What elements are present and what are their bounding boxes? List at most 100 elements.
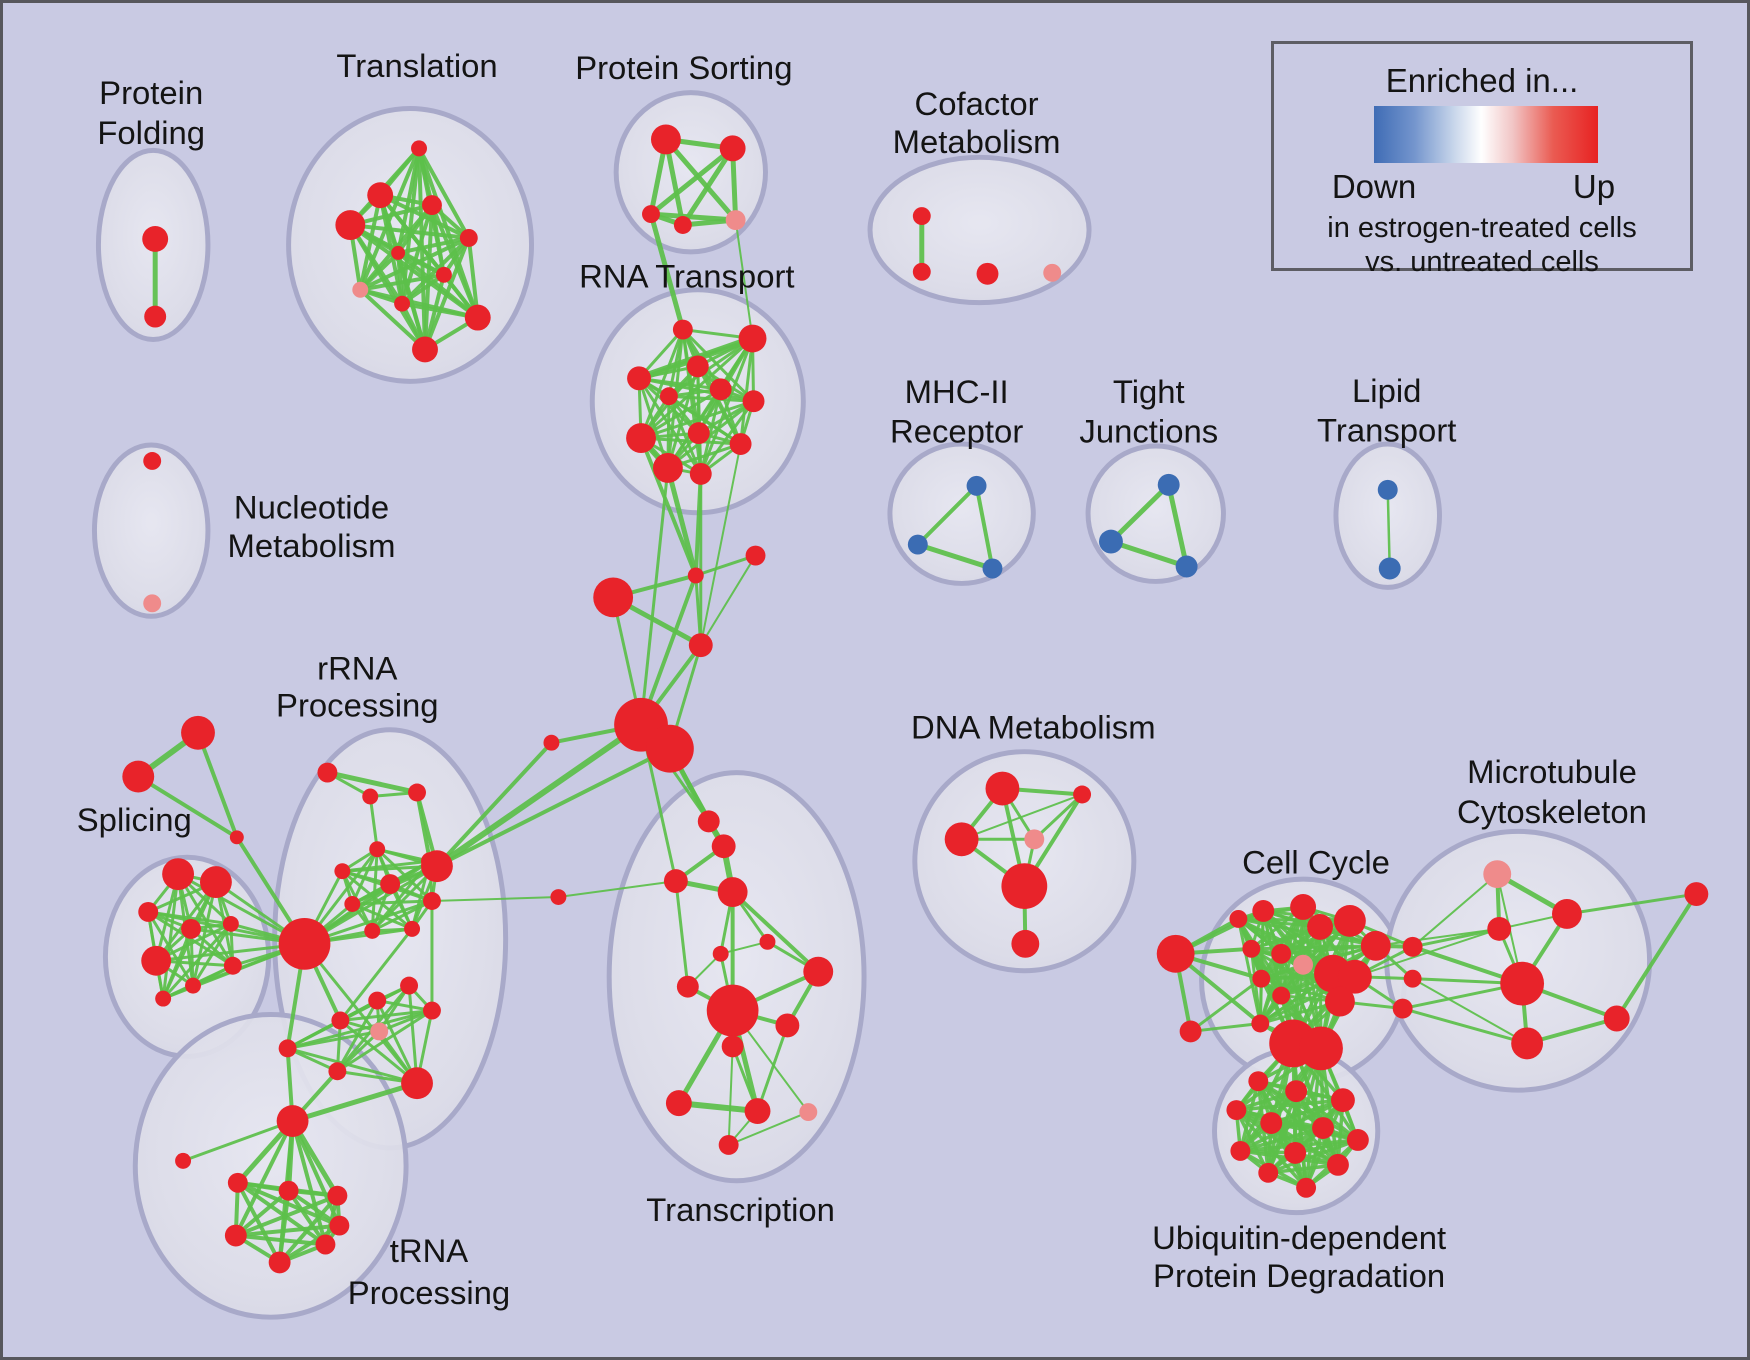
node-ccl — [1156, 934, 1195, 973]
node-cf3 — [976, 262, 999, 285]
nucleotide-metabolism-label: Nucleotide — [234, 488, 389, 525]
node-tr5 — [459, 228, 478, 247]
edge-ra-rf — [286, 1046, 339, 1073]
lipid-transport-label: Transport — [1317, 412, 1456, 449]
node-cc3 — [1290, 894, 1317, 920]
node-ps1 — [650, 124, 681, 155]
node-tnl — [175, 1152, 192, 1169]
node-tx7 — [803, 956, 834, 987]
legend-title: Enriched in... — [1385, 62, 1579, 99]
node-tb — [122, 760, 155, 793]
node-br2 — [687, 567, 704, 584]
node-rp — [370, 1022, 389, 1041]
edge-br6-rr10 — [434, 746, 672, 869]
node-rt2 — [738, 324, 767, 353]
edge-tn1-tn6 — [235, 1180, 282, 1265]
cluster-dna-metabolism — [912, 749, 1137, 974]
node-rr11 — [404, 920, 421, 937]
node-mc3 — [1500, 961, 1545, 1006]
node-nm2 — [143, 594, 162, 613]
edge-dm2-dm3 — [960, 793, 1084, 841]
node-rt9 — [687, 422, 710, 445]
edge-ra-rp — [286, 1029, 381, 1050]
node-mc2 — [1487, 916, 1512, 941]
edge-ps1-ps5 — [663, 136, 739, 223]
node-br8 — [550, 889, 567, 906]
edge-ub3-ub4 — [1234, 1098, 1345, 1112]
edge-hub-rg — [303, 942, 419, 1085]
node-re — [400, 976, 419, 995]
microtubule-cytoskeleton-label: Cytoskeleton — [1457, 793, 1647, 830]
legend-caption-line1: in estrogen-treated cells — [1327, 212, 1637, 244]
node-mc1 — [1552, 899, 1582, 929]
translation-label: Translation — [336, 47, 497, 84]
edge-br7-rr10 — [434, 740, 554, 869]
node-rt5 — [709, 378, 732, 401]
edge-rt6-rt7 — [667, 394, 756, 403]
edge-tr7-tr8 — [358, 272, 446, 292]
edge-tn1-tn5 — [235, 1180, 328, 1247]
node-br4 — [688, 633, 713, 658]
node-mh2 — [907, 534, 928, 555]
edge-rr5-rr8 — [350, 847, 379, 906]
node-tx11 — [721, 1035, 744, 1058]
node-nm1 — [143, 452, 162, 470]
tight-junctions-label: Junctions — [1079, 413, 1218, 450]
node-tr11 — [412, 336, 438, 363]
node-mc4 — [1511, 1027, 1544, 1060]
node-rt11 — [652, 453, 683, 483]
edge-rf-rp — [335, 1029, 381, 1073]
edge-cce1-mc2 — [1411, 927, 1501, 949]
microtubule-cytoskeleton-label: Microtubule — [1467, 753, 1637, 790]
edge-rr2-rr5 — [368, 794, 379, 851]
node-tj1 — [1157, 473, 1180, 496]
nucleotide-metabolism-label: Metabolism — [228, 527, 396, 564]
node-rt8 — [626, 423, 656, 454]
node-mcp — [1483, 860, 1512, 889]
node-tr4 — [335, 210, 366, 240]
edge-rt8-br2 — [639, 436, 698, 578]
node-cc2 — [1252, 900, 1275, 922]
transcription-label: Transcription — [646, 1191, 835, 1228]
edge-ub11-ccb2 — [1266, 1046, 1323, 1175]
node-tx10 — [775, 1013, 800, 1038]
node-mh3 — [982, 558, 1003, 579]
node-dm2 — [1073, 785, 1092, 804]
cluster-mhc-ii-receptor — [887, 441, 1036, 586]
edge-tr5-tr6 — [396, 235, 471, 255]
node-ps2 — [719, 135, 746, 162]
node-cc8 — [1360, 930, 1391, 961]
mhc-ii-receptor-label: MHC-II — [905, 373, 1009, 410]
node-pf1 — [142, 226, 169, 252]
node-sp3 — [138, 902, 159, 922]
edge-rt11-br5 — [639, 466, 670, 727]
edge-tx12-tx13 — [675, 1100, 761, 1115]
edge-cc7-cc9 — [1259, 919, 1352, 981]
edge-cce2-mc4 — [1411, 977, 1529, 1045]
node-cc7 — [1333, 905, 1366, 937]
node-tj2 — [1099, 529, 1123, 554]
node-tn1 — [227, 1172, 248, 1193]
node-tr7 — [435, 266, 452, 283]
node-cc5 — [1271, 943, 1292, 964]
node-ub12 — [1296, 1177, 1317, 1198]
edge-trh-tn4 — [233, 1119, 295, 1238]
edge-tj1-tj3 — [1166, 482, 1190, 569]
rna-transport-label: RNA Transport — [579, 257, 794, 294]
node-ub2 — [1285, 1080, 1308, 1103]
node-tr3 — [422, 195, 442, 216]
edge-br1-br4 — [699, 554, 757, 647]
node-br3 — [593, 577, 634, 618]
node-tx8 — [676, 975, 699, 998]
node-ub8 — [1230, 1140, 1251, 1161]
node-tn4 — [224, 1224, 247, 1247]
node-tx12 — [665, 1090, 692, 1117]
node-cc4 — [1242, 939, 1261, 958]
node-cc12 — [1337, 959, 1372, 994]
edge-rr8-rr9 — [350, 899, 434, 906]
legend-up-label: Up — [1572, 168, 1616, 205]
legend-down-label: Down — [1331, 168, 1417, 205]
node-sp8 — [185, 977, 201, 994]
edge-br1-br2 — [694, 554, 758, 577]
node-sp5 — [222, 915, 239, 932]
